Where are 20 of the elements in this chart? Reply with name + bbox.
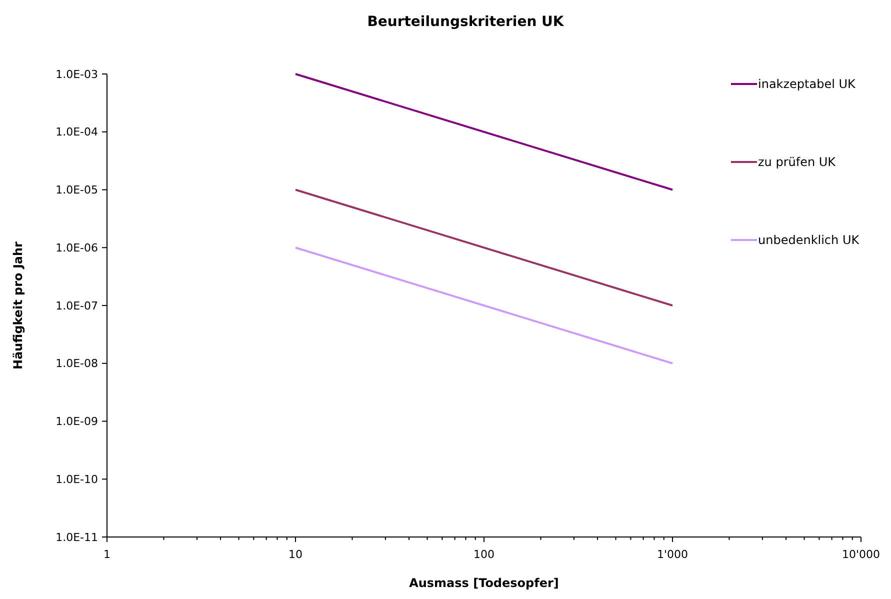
y-tick-label: 1.0E-04 — [56, 126, 98, 139]
x-tick-label: 1 — [104, 548, 110, 561]
y-tick-label: 1.0E-09 — [56, 415, 98, 428]
legend-label: unbedenklich UK — [758, 233, 860, 248]
y-tick-label: 1.0E-05 — [56, 184, 98, 197]
legend-label: inakzeptabel UK — [758, 77, 857, 92]
y-tick-label: 1.0E-10 — [56, 472, 98, 486]
y-tick-label: 1.0E-06 — [56, 241, 98, 254]
chart-title: Beurteilungskriterien UK — [367, 14, 565, 30]
y-tick-label: 1.0E-11 — [56, 530, 98, 544]
x-tick-label: 10 — [288, 548, 302, 561]
y-tick-label: 1.0E-07 — [56, 299, 98, 312]
legend-label: zu prüfen UK — [758, 155, 837, 170]
x-tick-label: 100 — [474, 548, 494, 561]
y-tick-label: 1.0E-08 — [56, 357, 98, 370]
y-tick-label: 1.0E-03 — [56, 68, 98, 81]
x-axis-title: Ausmass [Todesopfer] — [409, 576, 559, 590]
y-axis-title: Häufigkeit pro Jahr — [11, 241, 25, 370]
x-tick-label: 1'000 — [656, 548, 688, 561]
x-tick-label: 10'000 — [842, 548, 880, 561]
